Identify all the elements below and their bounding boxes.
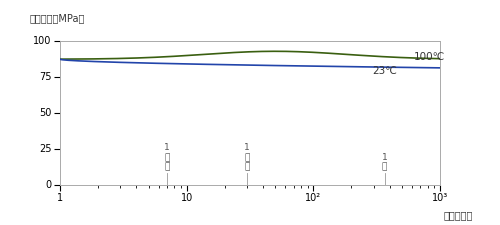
Text: 1
ケ
月: 1 ケ 月 [244, 143, 250, 171]
Text: 引張強度（MPa）: 引張強度（MPa） [30, 13, 85, 23]
Text: 23℃: 23℃ [372, 66, 397, 76]
Text: 1
週
間: 1 週 間 [164, 143, 170, 171]
Text: 100℃: 100℃ [414, 52, 445, 62]
Text: 時間（日）: 時間（日） [444, 210, 473, 220]
Text: 1
年: 1 年 [382, 153, 388, 171]
